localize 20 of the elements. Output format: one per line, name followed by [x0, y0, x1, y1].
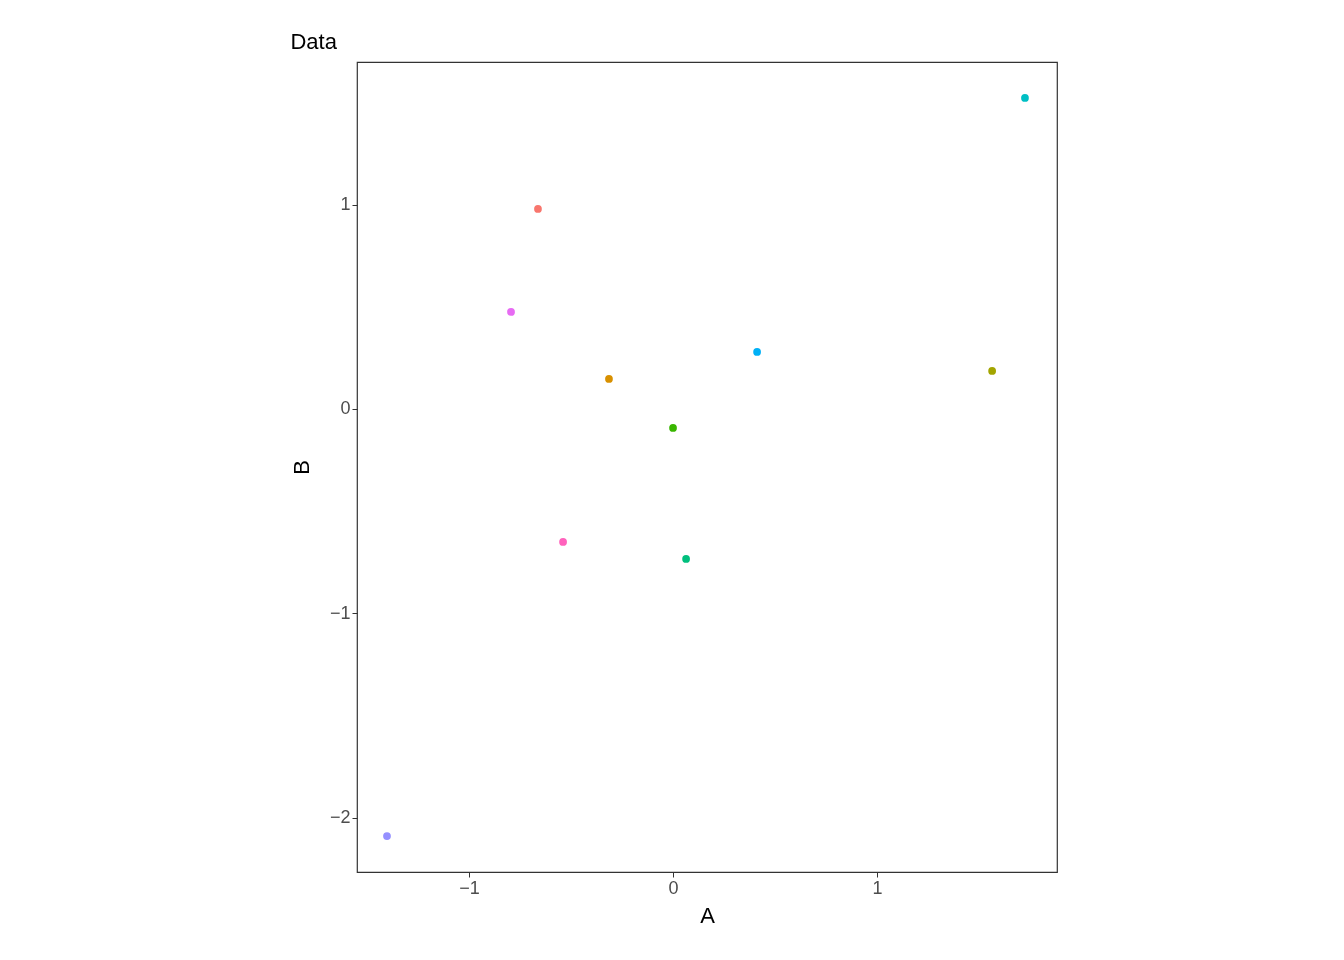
point — [559, 538, 567, 546]
point — [534, 205, 542, 213]
point — [605, 375, 613, 383]
x-tick-label: 0 — [668, 877, 679, 898]
point — [682, 555, 690, 563]
x-tick-label: −1 — [459, 877, 480, 898]
y-tick-label: 0 — [340, 398, 351, 419]
y-tick-label: −1 — [329, 602, 351, 623]
point — [988, 367, 996, 375]
point — [1021, 94, 1029, 102]
point — [507, 308, 515, 316]
point — [753, 348, 761, 356]
x-tick-label: 1 — [872, 877, 883, 898]
point — [669, 424, 677, 432]
y-tick-label: −2 — [329, 807, 351, 828]
point — [383, 832, 391, 840]
chart-title: Data — [290, 29, 338, 54]
y-axis-title: B — [288, 460, 314, 475]
x-axis-title: A — [700, 902, 716, 928]
y-tick-label: 1 — [340, 194, 351, 215]
